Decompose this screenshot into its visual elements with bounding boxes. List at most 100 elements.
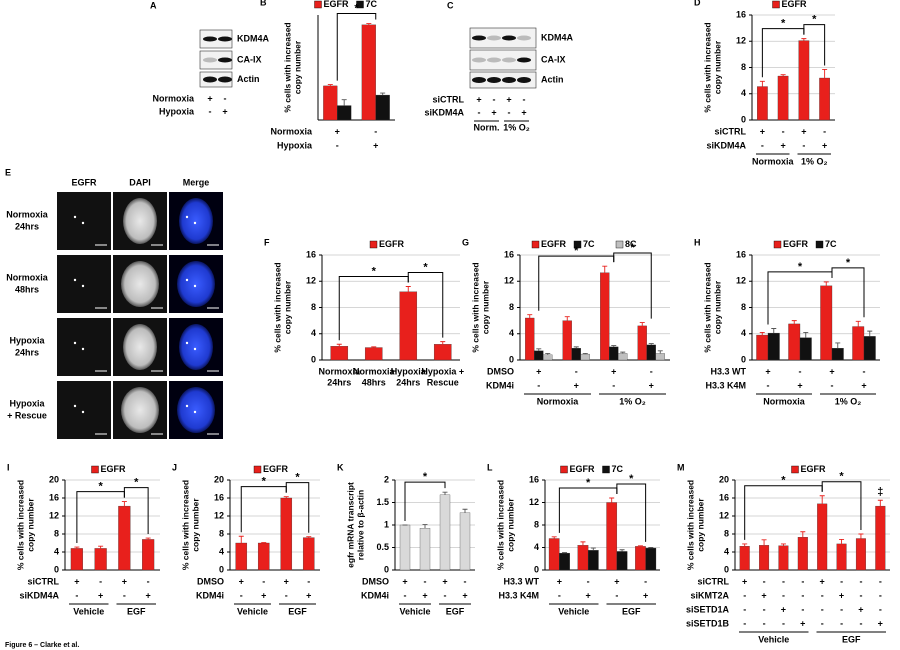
y-axis-label: relative to β-actin: [355, 490, 365, 560]
condition-mark: +: [797, 380, 802, 390]
condition-label: DMSO: [487, 366, 514, 376]
error-bar: [536, 348, 542, 351]
blot-band: [487, 77, 501, 83]
bar: [767, 332, 780, 361]
blot-band: [218, 57, 232, 63]
y-axis-label: copy number: [505, 498, 515, 552]
group-label: 1% O₂: [801, 156, 828, 166]
annotation: *: [839, 471, 844, 483]
blot-band: [502, 35, 516, 41]
error-bar: [657, 350, 663, 354]
condition-mark: +: [780, 140, 785, 150]
micrograph: [57, 192, 111, 250]
error-bar: [835, 342, 841, 349]
condition-mark: -: [763, 576, 766, 586]
error-bar: [582, 352, 588, 355]
significance-bracket: [407, 272, 444, 338]
row-label: 48hrs: [15, 284, 39, 294]
blot-band: [472, 57, 486, 63]
condition-mark: +: [222, 106, 227, 116]
bar: [375, 94, 390, 121]
condition-mark: +: [861, 380, 866, 390]
condition-mark: +: [858, 604, 863, 614]
significance-bracket: [285, 482, 310, 533]
condition-mark: -: [782, 576, 785, 586]
y-tick-label: 12: [306, 276, 316, 286]
error-bar: [98, 545, 104, 549]
condition-mark: +: [491, 107, 496, 117]
condition-mark: -: [863, 366, 866, 376]
annotation: *: [295, 472, 300, 484]
condition-mark: +: [306, 590, 311, 600]
error-bar: [823, 281, 829, 286]
x-tick-label: 24hrs: [327, 377, 351, 387]
bar: [323, 85, 338, 121]
bar: [399, 524, 411, 571]
y-axis-label: % cells with increased: [495, 480, 505, 570]
condition-mark: +: [800, 618, 805, 628]
bar: [257, 542, 270, 571]
bar: [788, 323, 801, 361]
condition-mark: -: [821, 604, 824, 614]
bar: [577, 545, 589, 571]
error-bar: [620, 351, 626, 354]
error-bar: [74, 546, 80, 549]
x-tick-label: Normoxia: [353, 366, 396, 376]
panel-letter: A: [150, 0, 157, 10]
y-axis-label: copy number: [480, 280, 490, 334]
error-bar: [761, 539, 767, 546]
y-axis-label: copy number: [695, 498, 705, 552]
condition-mark: -: [444, 590, 447, 600]
y-tick-label: 16: [736, 9, 746, 19]
group-label: 1% O₂: [835, 396, 862, 406]
condition-mark: +: [536, 366, 541, 376]
annotation: *: [372, 265, 377, 277]
annotation: *: [781, 475, 786, 487]
condition-mark: -: [285, 590, 288, 600]
group-label: EGF: [288, 606, 307, 616]
group-label: Normoxia: [537, 396, 580, 406]
condition-mark: -: [612, 380, 615, 390]
significance-bracket: [123, 487, 149, 535]
panel-letter: L: [487, 462, 493, 472]
y-axis-label: copy number: [25, 498, 35, 552]
significance-bracket: [240, 486, 287, 533]
error-bar: [855, 320, 861, 327]
legend-label: EGFR: [101, 464, 127, 474]
condition-mark: +: [557, 576, 562, 586]
bar: [562, 320, 572, 361]
bar: [778, 545, 789, 571]
bar: [739, 546, 750, 571]
condition-mark: -: [782, 618, 785, 628]
blot-band: [218, 36, 232, 42]
group-label: Vehicle: [758, 634, 789, 644]
legend-label: EGFR: [263, 464, 289, 474]
y-axis-label: copy number: [712, 40, 722, 94]
legend-label: 8C: [625, 239, 637, 249]
condition-mark: +: [643, 590, 648, 600]
condition-mark: -: [523, 94, 526, 104]
panel-letter: F: [264, 237, 270, 247]
bar: [645, 547, 657, 571]
band-label: Actin: [237, 74, 260, 84]
band-label: Actin: [541, 74, 564, 84]
condition-mark: +: [74, 576, 79, 586]
error-bar: [371, 346, 377, 348]
legend-swatch: [91, 465, 99, 474]
condition-label: siCTRL: [433, 94, 465, 104]
condition-mark: -: [464, 576, 467, 586]
y-tick-label: 12: [719, 510, 729, 520]
column-header: EGFR: [71, 177, 97, 187]
condition-mark: +: [649, 380, 654, 390]
condition-mark: -: [508, 107, 511, 117]
bar: [616, 551, 628, 571]
signal-dot: [193, 284, 197, 288]
bar: [609, 346, 619, 361]
y-tick-label: 12: [49, 510, 59, 520]
y-axis-label: egfr mRNA transcript: [345, 482, 355, 568]
condition-mark: -: [879, 576, 882, 586]
condition-mark: -: [644, 576, 647, 586]
error-bar: [422, 524, 428, 529]
bar: [330, 346, 349, 361]
